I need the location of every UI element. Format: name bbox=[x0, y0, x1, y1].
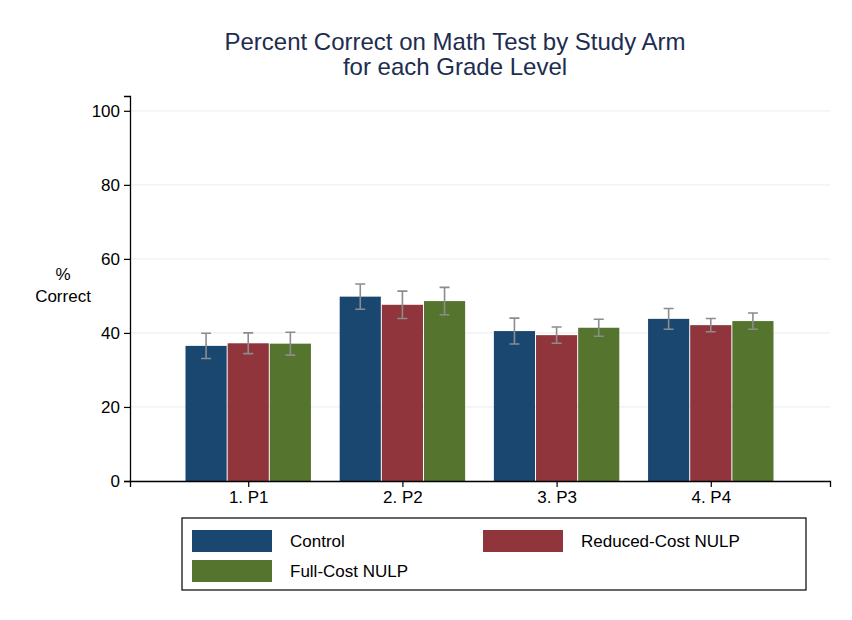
error-bar-line bbox=[285, 332, 295, 355]
title: for each Grade Level bbox=[343, 53, 567, 80]
x-tick-label: 3. P3 bbox=[537, 488, 577, 507]
error-bar bbox=[440, 287, 450, 314]
background bbox=[0, 0, 852, 620]
y-tick-label: 60 bbox=[101, 250, 120, 269]
bar bbox=[228, 343, 269, 481]
error-bar-line bbox=[594, 319, 604, 336]
error-bar bbox=[509, 318, 519, 344]
error-bar-line bbox=[355, 284, 365, 309]
x-tick-mark bbox=[402, 481, 403, 487]
y-tick-mark bbox=[124, 407, 130, 408]
grid-line bbox=[130, 110, 830, 111]
bar bbox=[648, 319, 689, 481]
error-bar-line bbox=[552, 327, 562, 343]
x-tick-label: 4. P4 bbox=[691, 488, 731, 507]
y-tick-mark bbox=[124, 185, 130, 186]
y-axis-title: Correct bbox=[35, 287, 91, 306]
error-bar bbox=[355, 284, 365, 309]
legend-item: Full-Cost NULP bbox=[192, 560, 408, 582]
error-bar-line bbox=[243, 333, 253, 354]
y-tick-mark bbox=[124, 481, 130, 482]
y-tick-label: 80 bbox=[101, 176, 120, 195]
x-tick-mark bbox=[248, 481, 249, 487]
y-tick-label: 40 bbox=[101, 324, 120, 343]
x-tick: 1. P1 bbox=[229, 481, 269, 507]
error-bar-line bbox=[664, 308, 674, 329]
grid-line bbox=[130, 184, 830, 185]
bar bbox=[690, 325, 731, 481]
x-axis-line bbox=[131, 482, 831, 488]
bar bbox=[340, 297, 381, 481]
y-tick: 20 bbox=[101, 398, 130, 417]
y-tick: 0 bbox=[111, 472, 130, 491]
bar bbox=[494, 331, 535, 481]
x-tick: 4. P4 bbox=[691, 481, 731, 507]
legend-box bbox=[182, 518, 806, 590]
x-tick-mark bbox=[711, 481, 712, 487]
bars bbox=[186, 284, 774, 481]
grid-line bbox=[130, 258, 830, 259]
y-axis: 0 20 40 60 80 100 bbox=[92, 97, 131, 491]
error-bar-line bbox=[706, 318, 716, 331]
y-tick-mark bbox=[124, 333, 130, 334]
y-axis-title: % bbox=[55, 265, 70, 284]
title: Percent Correct on Math Test by Study Ar… bbox=[224, 28, 685, 55]
y-tick-label: 0 bbox=[111, 472, 120, 491]
x-tick: 2. P2 bbox=[383, 481, 423, 507]
bar bbox=[732, 321, 773, 481]
x-axis: 1. P1 2. P2 3. P3 4. P4 bbox=[131, 481, 831, 507]
error-bar-line bbox=[509, 318, 519, 344]
legend-swatch bbox=[483, 530, 563, 552]
y-axis-line bbox=[124, 97, 131, 482]
x-tick: 3. P3 bbox=[537, 481, 577, 507]
bar bbox=[578, 328, 619, 481]
error-bar-line bbox=[397, 291, 407, 318]
x-tick-label: 2. P2 bbox=[383, 488, 423, 507]
bar bbox=[270, 344, 311, 481]
y-tick: 80 bbox=[101, 176, 130, 195]
y-tick-mark bbox=[124, 259, 130, 260]
error-bar-line bbox=[748, 313, 758, 329]
error-bar bbox=[201, 333, 211, 358]
error-bar bbox=[243, 333, 253, 354]
bar bbox=[186, 346, 227, 481]
legend-item: Reduced-Cost NULP bbox=[483, 530, 740, 552]
legend-label: Full-Cost NULP bbox=[290, 562, 408, 581]
error-bar bbox=[664, 308, 674, 329]
legend-item: Control bbox=[192, 530, 345, 552]
error-bar bbox=[748, 313, 758, 329]
y-tick-mark bbox=[124, 111, 130, 112]
legend-label: Control bbox=[290, 532, 345, 551]
bar bbox=[382, 305, 423, 481]
x-tick-label: 1. P1 bbox=[229, 488, 269, 507]
error-bar-line bbox=[440, 287, 450, 314]
chart: Percent Correct on Math Test by Study Ar… bbox=[0, 0, 852, 620]
legend: Control Reduced-Cost NULP Full-Cost NULP bbox=[182, 518, 806, 590]
legend-swatch bbox=[192, 560, 272, 582]
error-bar bbox=[706, 318, 716, 331]
legend-label: Reduced-Cost NULP bbox=[581, 532, 740, 551]
y-tick: 100 bbox=[92, 102, 130, 121]
x-tick-mark bbox=[556, 481, 557, 487]
bar bbox=[536, 335, 577, 481]
y-tick-label: 20 bbox=[101, 398, 120, 417]
error-bar bbox=[285, 332, 295, 355]
bar bbox=[424, 301, 465, 481]
y-tick: 60 bbox=[101, 250, 130, 269]
error-bar bbox=[552, 327, 562, 343]
error-bar-line bbox=[201, 333, 211, 358]
y-tick: 40 bbox=[101, 324, 130, 343]
error-bar bbox=[397, 291, 407, 318]
y-tick-label: 100 bbox=[92, 102, 120, 121]
error-bar bbox=[594, 319, 604, 336]
grid bbox=[130, 111, 830, 481]
legend-swatch bbox=[192, 530, 272, 552]
